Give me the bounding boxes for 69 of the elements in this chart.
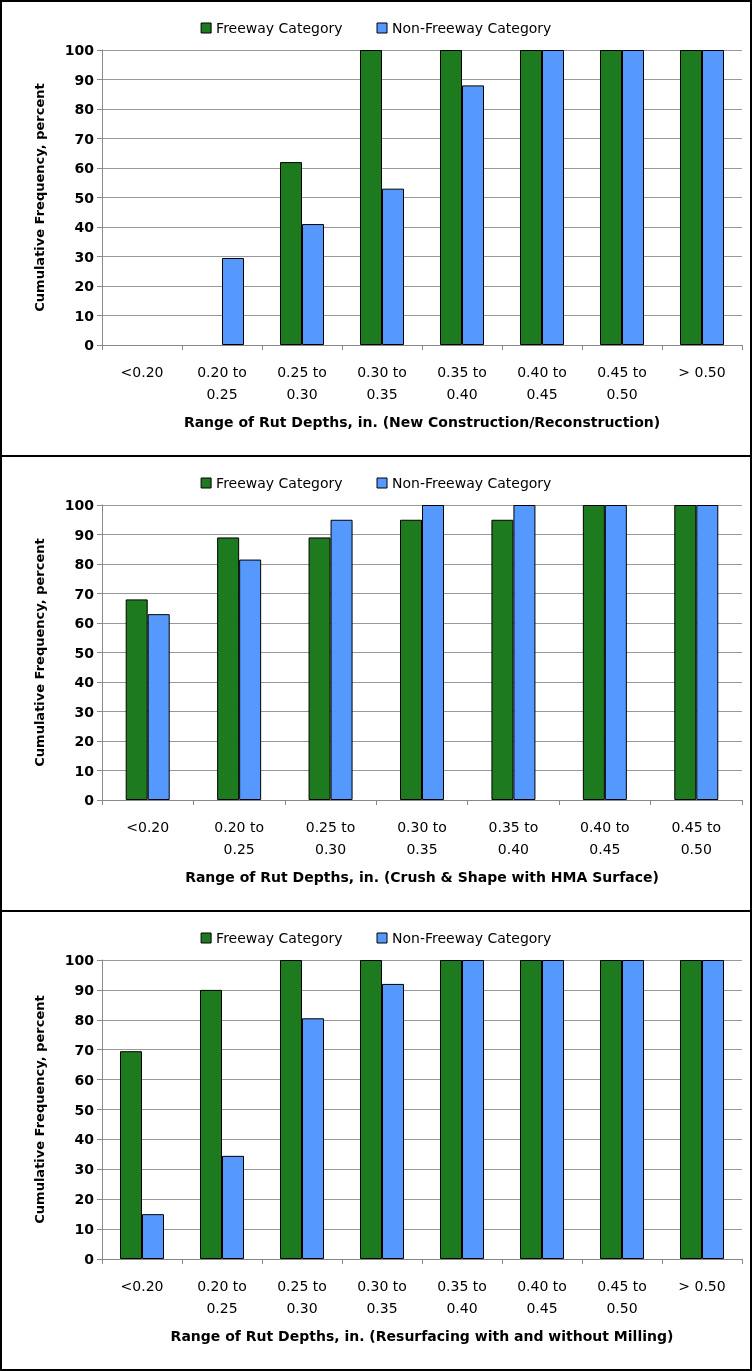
legend-label: Non-Freeway Category bbox=[392, 475, 552, 491]
y-tick-label: 30 bbox=[74, 703, 95, 720]
x-tick-label: 0.30 to 0.35 bbox=[357, 364, 407, 402]
y-tick-label: 70 bbox=[74, 1041, 95, 1058]
x-tick-label: 0.20 to 0.25 bbox=[197, 364, 247, 402]
x-tick-label: > 0.50 bbox=[678, 1278, 726, 1294]
y-tick-label: 100 bbox=[64, 42, 95, 58]
y-tick-label: 60 bbox=[74, 1071, 95, 1088]
legend-label: Non-Freeway Category bbox=[392, 930, 552, 946]
y-tick-label: 40 bbox=[74, 1131, 95, 1148]
legend-label: Freeway Category bbox=[216, 20, 343, 36]
y-tick-label: 50 bbox=[74, 644, 95, 661]
x-tick-label: 0.35 to 0.40 bbox=[488, 819, 539, 857]
bar bbox=[222, 257, 244, 345]
x-tick-label: <0.20 bbox=[126, 819, 170, 835]
y-tick-label: 60 bbox=[74, 160, 95, 176]
y-tick-label: 70 bbox=[74, 585, 95, 602]
y-tick-label: 50 bbox=[74, 189, 95, 206]
x-tick-label: 0.25 to 0.30 bbox=[277, 1278, 327, 1316]
y-tick-label: 20 bbox=[74, 278, 95, 294]
y-axis-title: Cumulative Frequency, percent bbox=[32, 538, 47, 767]
y-tick-label: 30 bbox=[74, 1161, 95, 1178]
x-tick-label: 0.20 to 0.25 bbox=[214, 819, 264, 857]
x-tick-label: > 0.50 bbox=[678, 364, 726, 380]
y-tick-label: 20 bbox=[74, 1191, 95, 1208]
x-tick-label: 0.45 to 0.50 bbox=[597, 364, 647, 402]
x-tick-label: <0.20 bbox=[120, 364, 164, 380]
y-tick-label: 80 bbox=[74, 556, 95, 572]
y-tick-label: 100 bbox=[64, 497, 95, 513]
y-tick-label: 80 bbox=[74, 101, 95, 117]
y-axis-title: Cumulative Frequency, percent bbox=[32, 995, 47, 1224]
y-tick-label: 0 bbox=[84, 792, 95, 808]
x-tick-label: 0.45 to 0.50 bbox=[597, 1278, 647, 1316]
y-axis-title: Cumulative Frequency, percent bbox=[32, 83, 47, 312]
y-tick-label: 80 bbox=[74, 1011, 95, 1028]
y-tick-label: 0 bbox=[84, 337, 95, 353]
y-tick-label: 10 bbox=[74, 1221, 95, 1238]
legend-label: Non-Freeway Category bbox=[392, 20, 552, 36]
y-tick-label: 40 bbox=[74, 219, 95, 235]
y-tick-label: 90 bbox=[74, 526, 95, 543]
x-tick-label: 0.35 to 0.40 bbox=[437, 364, 487, 402]
x-axis-title: Range of Rut Depths, in. (Crush & Shape with HMA Surface) bbox=[185, 869, 659, 885]
y-tick-label: 10 bbox=[74, 762, 95, 779]
x-tick-label: 0.25 to 0.30 bbox=[305, 819, 356, 857]
x-axis-title: Range of Rut Depths, in. (Resurfacing with and without Milling) bbox=[170, 1328, 674, 1344]
y-tick-label: 60 bbox=[74, 615, 95, 631]
y-tick-label: 100 bbox=[64, 952, 95, 968]
y-tick-label: 20 bbox=[74, 733, 95, 749]
y-tick-label: 40 bbox=[74, 674, 95, 690]
x-tick-label: 0.20 to 0.25 bbox=[197, 1278, 247, 1316]
x-tick-label: 0.25 to 0.30 bbox=[277, 364, 327, 402]
x-tick-label: 0.45 to 0.50 bbox=[671, 819, 722, 857]
y-tick-label: 50 bbox=[74, 1101, 95, 1118]
x-tick-label: 0.40 to 0.45 bbox=[517, 1278, 567, 1316]
y-tick-label: 0 bbox=[84, 1251, 95, 1267]
x-tick-label: 0.30 to 0.35 bbox=[397, 819, 447, 857]
y-tick-label: 70 bbox=[74, 130, 95, 147]
y-tick-label: 10 bbox=[74, 307, 95, 324]
x-tick-label: 0.40 to 0.45 bbox=[517, 364, 567, 402]
legend-label: Freeway Category bbox=[216, 930, 343, 946]
legend-label: Freeway Category bbox=[216, 475, 343, 491]
x-tick-label: 0.35 to 0.40 bbox=[437, 1278, 487, 1316]
x-tick-label: <0.20 bbox=[120, 1278, 164, 1294]
y-tick-label: 30 bbox=[74, 248, 95, 265]
x-axis-title: Range of Rut Depths, in. (New Construction/Reconstruction) bbox=[183, 414, 661, 430]
x-tick-label: 0.40 to 0.45 bbox=[580, 819, 630, 857]
y-tick-label: 90 bbox=[74, 981, 95, 998]
x-tick-label: 0.30 to 0.35 bbox=[357, 1278, 407, 1316]
y-tick-label: 90 bbox=[74, 71, 95, 88]
